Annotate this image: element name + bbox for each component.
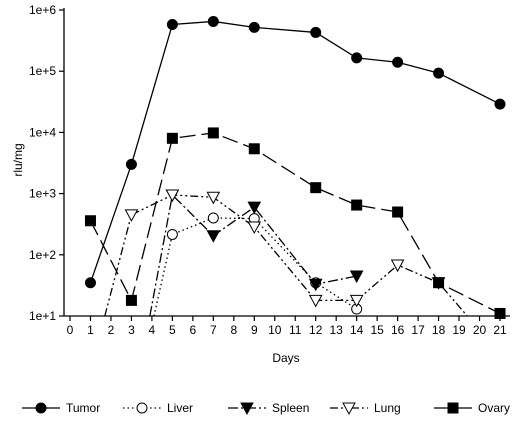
series-spleen: [149, 189, 364, 317]
data-point: [165, 189, 180, 203]
x-tick-label: 9: [251, 323, 258, 337]
y-tick-label: 1e+3: [29, 187, 56, 201]
legend: Tumor Liver Spleen Lung Ovary: [22, 401, 510, 416]
x-tick-label: 13: [330, 323, 344, 337]
x-tick-label: 12: [309, 323, 323, 337]
data-point: [124, 209, 139, 222]
data-point: [207, 15, 219, 27]
series-liver: [153, 212, 363, 317]
y-axis-label: rlu/mg: [11, 143, 25, 176]
data-point: [392, 56, 404, 68]
data-point: [206, 191, 221, 205]
data-point: [206, 230, 221, 243]
x-tick-label: 10: [268, 323, 282, 337]
x-tick-label: 2: [108, 323, 115, 337]
x-tick-label: 14: [350, 323, 364, 337]
data-point: [392, 206, 404, 218]
series-ovary: [84, 127, 506, 319]
data-point: [166, 18, 178, 30]
y-tick-label: 1e+6: [29, 3, 56, 17]
x-tick-label: 20: [473, 323, 487, 337]
legend-item-liver: Liver: [123, 401, 193, 415]
legend-label: Ovary: [478, 401, 510, 415]
x-tick-label: 21: [493, 323, 507, 337]
axes: 1e+11e+21e+31e+41e+51e+60 1 2 3 4 5 6 7 8 9 10 11 12…: [29, 3, 510, 337]
series-tumor: [84, 15, 506, 289]
legend-item-spleen: Spleen: [228, 401, 309, 416]
x-tick-label: 5: [169, 323, 176, 337]
x-tick-label: 6: [190, 323, 197, 337]
legend-label: Spleen: [272, 401, 309, 415]
legend-marker: [240, 402, 254, 416]
x-tick-label: 1: [87, 323, 94, 337]
data-point: [207, 127, 219, 139]
data-point: [166, 132, 178, 144]
series-line: [89, 132, 501, 315]
data-point: [494, 307, 506, 319]
x-tick-label: 19: [452, 323, 466, 337]
series-line: [89, 20, 501, 283]
y-tick-label: 1e+1: [29, 309, 56, 323]
legend-label: Liver: [167, 401, 193, 415]
series-lung: [104, 189, 468, 317]
legend-label: Tumor: [66, 401, 100, 415]
series-layer: [84, 15, 506, 319]
legend-item-lung: Lung: [330, 401, 401, 416]
data-point: [308, 278, 323, 292]
x-axis-label: Days: [272, 351, 299, 365]
data-point: [310, 182, 322, 194]
x-tick-label: 3: [128, 323, 135, 337]
series-line: [104, 194, 468, 317]
data-point: [207, 212, 219, 224]
data-point: [84, 277, 96, 289]
data-point: [247, 221, 262, 235]
legend-marker: [342, 402, 356, 416]
data-point: [247, 201, 262, 215]
x-tick-label: 18: [432, 323, 446, 337]
data-point: [349, 270, 364, 284]
data-point: [494, 98, 506, 110]
legend-label: Lung: [374, 401, 401, 415]
x-tick-label: 8: [230, 323, 237, 337]
data-point: [84, 215, 96, 227]
data-point: [349, 294, 364, 308]
x-tick-label: 15: [370, 323, 384, 337]
legend-marker: [35, 402, 47, 414]
data-point: [308, 294, 323, 308]
data-point: [351, 52, 363, 64]
data-point: [125, 158, 137, 170]
legend-item-tumor: Tumor: [22, 401, 100, 415]
y-tick-label: 1e+2: [29, 248, 56, 262]
x-tick-label: 16: [391, 323, 405, 337]
data-point: [390, 259, 405, 273]
data-point: [433, 277, 445, 289]
data-point: [248, 21, 260, 33]
x-tick-label: 17: [411, 323, 425, 337]
x-tick-label: 7: [210, 323, 217, 337]
legend-marker: [447, 402, 459, 414]
legend-item-ovary: Ovary: [434, 401, 510, 415]
data-point: [248, 143, 260, 155]
series-line: [149, 193, 357, 317]
x-tick-label: 11: [289, 323, 302, 337]
y-tick-label: 1e+5: [29, 64, 56, 78]
data-point: [125, 294, 137, 306]
data-point: [433, 67, 445, 79]
data-point: [351, 199, 363, 211]
data-point: [166, 228, 178, 240]
x-tick-label: 4: [149, 323, 156, 337]
legend-marker: [136, 402, 148, 414]
series-line: [153, 217, 358, 317]
x-tick-label: 0: [67, 323, 74, 337]
data-point: [310, 26, 322, 38]
y-tick-label: 1e+4: [29, 125, 56, 139]
